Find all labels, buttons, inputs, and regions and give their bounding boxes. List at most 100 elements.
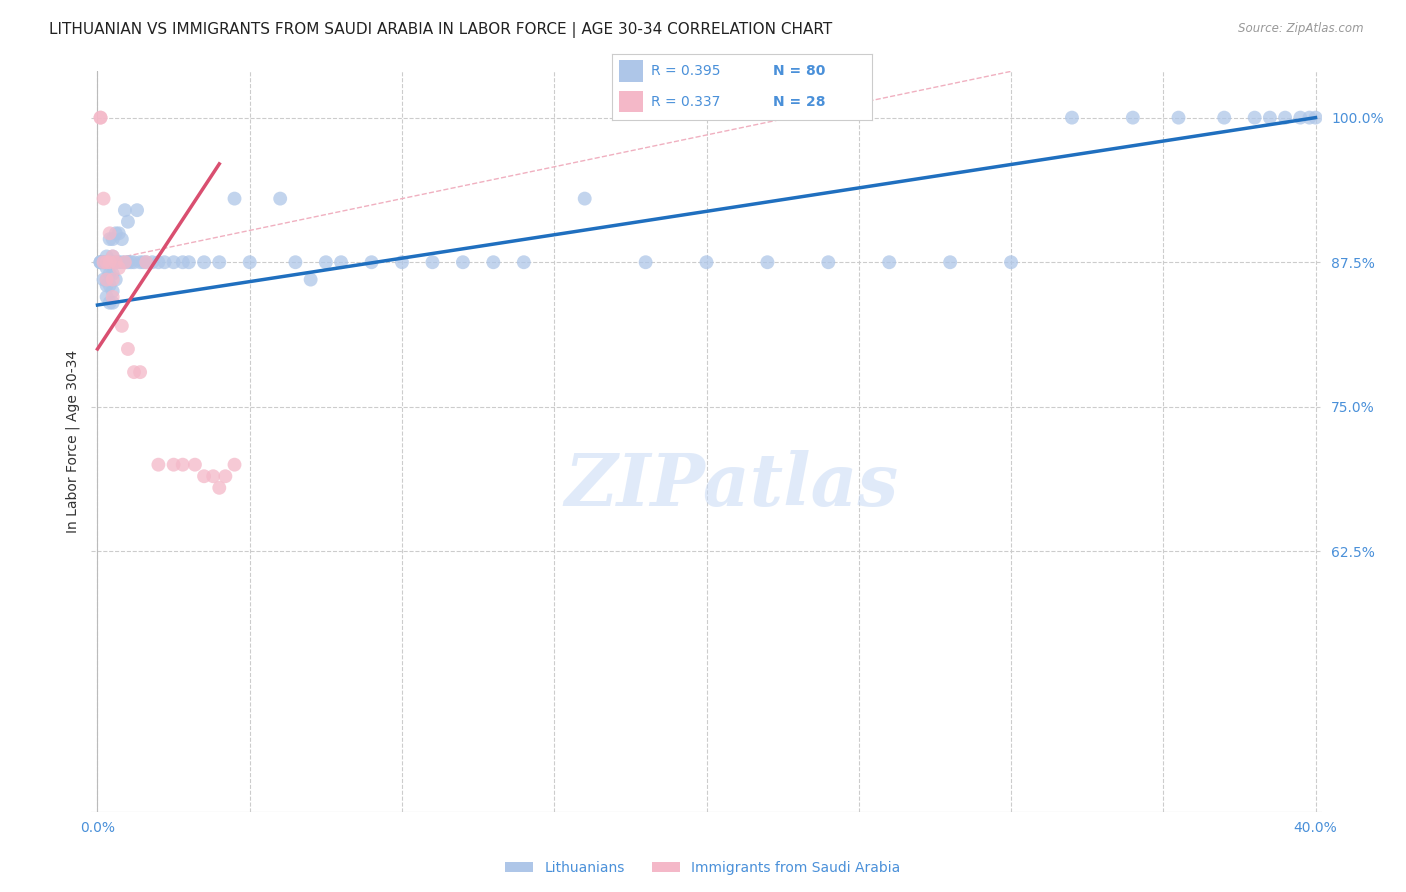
Point [269,192,291,206]
Point [1167,111,1189,125]
Point [120,255,142,269]
Point [98,295,121,310]
Point [141,255,163,269]
Point [107,227,129,241]
Point [1298,111,1320,125]
Point [89,111,111,125]
Point [93,272,115,286]
Point [1305,111,1327,125]
Point [96,255,118,269]
Point [132,255,155,269]
Text: R = 0.395: R = 0.395 [651,64,720,78]
Text: ZIPatlas: ZIPatlas [564,450,898,522]
Point [96,272,118,286]
Point [129,255,152,269]
Point [101,290,124,304]
Point [104,272,127,286]
Point [101,250,124,264]
Point [117,342,139,356]
Point [101,284,124,298]
Point [107,260,129,275]
Point [114,255,136,269]
Point [96,250,118,264]
Point [104,255,127,269]
Point [101,250,124,264]
Point [634,255,657,269]
Point [89,255,111,269]
Point [104,227,127,241]
Text: LITHUANIAN VS IMMIGRANTS FROM SAUDI ARABIA IN LABOR FORCE | AGE 30-34 CORRELATIO: LITHUANIAN VS IMMIGRANTS FROM SAUDI ARAB… [49,22,832,38]
Point [98,267,121,281]
Point [148,458,170,472]
Point [1060,111,1083,125]
Point [114,203,136,218]
Point [129,365,152,379]
Point [224,192,246,206]
Point [89,111,111,125]
Point [96,255,118,269]
Point [107,255,129,269]
Text: R = 0.337: R = 0.337 [651,95,720,109]
Point [93,255,115,269]
Point [239,255,262,269]
Point [93,255,115,269]
Point [125,203,148,218]
Point [96,290,118,304]
Point [451,255,474,269]
Point [96,260,118,275]
Point [391,255,413,269]
Point [135,255,157,269]
Text: Source: ZipAtlas.com: Source: ZipAtlas.com [1239,22,1364,36]
Point [111,232,134,246]
Point [98,255,121,269]
Point [93,255,115,269]
Point [162,458,184,472]
Point [939,255,962,269]
Point [1213,111,1236,125]
Point [101,295,124,310]
Point [135,255,157,269]
Point [101,267,124,281]
Point [315,255,337,269]
Point [153,255,176,269]
Point [172,255,194,269]
Point [193,255,215,269]
Point [111,255,134,269]
Point [117,255,139,269]
Point [122,365,145,379]
Point [208,481,231,495]
Point [98,278,121,293]
Point [101,232,124,246]
Point [208,255,231,269]
Point [122,255,145,269]
Point [89,255,111,269]
Point [299,272,322,286]
Point [96,272,118,286]
Point [184,458,207,472]
Point [172,458,194,472]
Legend: Lithuanians, Immigrants from Saudi Arabia: Lithuanians, Immigrants from Saudi Arabi… [501,855,905,880]
Point [93,192,115,206]
Text: N = 80: N = 80 [773,64,825,78]
Point [422,255,444,269]
Point [101,255,124,269]
Point [193,469,215,483]
Point [202,469,225,483]
Point [101,272,124,286]
Point [330,255,353,269]
Point [756,255,779,269]
Point [117,215,139,229]
Text: N = 28: N = 28 [773,95,825,109]
Point [513,255,536,269]
Point [574,192,596,206]
Point [177,255,200,269]
Point [1289,111,1312,125]
Point [114,255,136,269]
Point [224,458,246,472]
Point [284,255,307,269]
FancyBboxPatch shape [620,61,643,82]
Point [162,255,184,269]
Point [1000,255,1022,269]
Point [98,232,121,246]
Point [482,255,505,269]
